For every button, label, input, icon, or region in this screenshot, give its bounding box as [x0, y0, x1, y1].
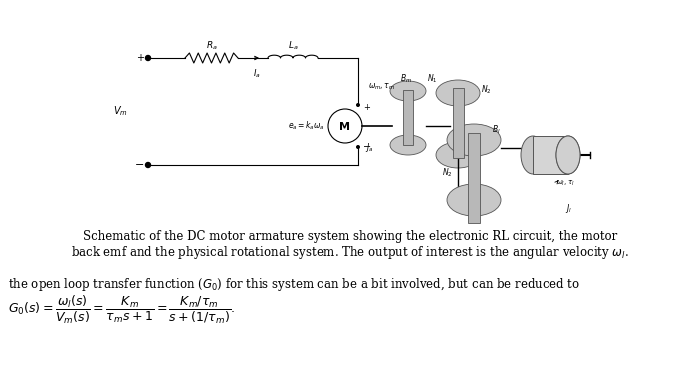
Ellipse shape — [556, 136, 580, 174]
Circle shape — [146, 56, 150, 61]
Ellipse shape — [390, 135, 426, 155]
Text: $N_2$: $N_2$ — [442, 167, 453, 179]
Text: $R_a$: $R_a$ — [206, 40, 218, 52]
Text: +: + — [363, 103, 370, 113]
Text: −: − — [135, 160, 145, 170]
Text: $e_a = k_a\omega_a$: $e_a = k_a\omega_a$ — [288, 120, 325, 132]
Ellipse shape — [556, 136, 580, 174]
Text: $B_m$: $B_m$ — [400, 73, 412, 85]
Text: the open loop transfer function ($G_0$) for this system can be a bit involved, b: the open loop transfer function ($G_0$) … — [8, 276, 580, 293]
Ellipse shape — [447, 184, 501, 216]
Text: $N_1$: $N_1$ — [427, 73, 438, 85]
Text: $G_0(s) = \dfrac{\omega_l(s)}{V_m(s)} = \dfrac{K_m}{\tau_m s+1} = \dfrac{K_m/\ta: $G_0(s) = \dfrac{\omega_l(s)}{V_m(s)} = … — [8, 294, 235, 326]
Text: −: − — [363, 142, 371, 152]
Ellipse shape — [436, 80, 480, 106]
Text: $J_l$: $J_l$ — [564, 202, 571, 215]
Text: M: M — [340, 122, 351, 132]
Text: $L_a$: $L_a$ — [288, 40, 298, 52]
Text: $J_a$: $J_a$ — [365, 141, 373, 154]
Bar — [533, 136, 568, 174]
Bar — [453, 88, 464, 158]
Ellipse shape — [390, 81, 426, 101]
Bar — [403, 90, 413, 145]
Text: $N_2$: $N_2$ — [481, 84, 491, 96]
Text: back emf and the physical rotational system. The output of interest is the angul: back emf and the physical rotational sys… — [71, 244, 629, 261]
Circle shape — [356, 145, 360, 149]
Circle shape — [146, 162, 150, 167]
Circle shape — [356, 103, 360, 107]
Text: +: + — [136, 53, 144, 63]
Text: $\omega_m, \tau_m$: $\omega_m, \tau_m$ — [368, 82, 395, 92]
Ellipse shape — [521, 136, 545, 174]
Text: $I_a$: $I_a$ — [253, 68, 261, 80]
Text: $V_m$: $V_m$ — [113, 105, 128, 118]
Text: $\omega_l, \tau_l$: $\omega_l, \tau_l$ — [556, 178, 575, 188]
Ellipse shape — [436, 142, 480, 168]
Bar — [468, 133, 480, 223]
Text: Schematic of the DC motor armature system showing the electronic RL circuit, the: Schematic of the DC motor armature syste… — [83, 230, 617, 243]
Text: $B_l$: $B_l$ — [492, 124, 500, 136]
Ellipse shape — [447, 124, 501, 156]
